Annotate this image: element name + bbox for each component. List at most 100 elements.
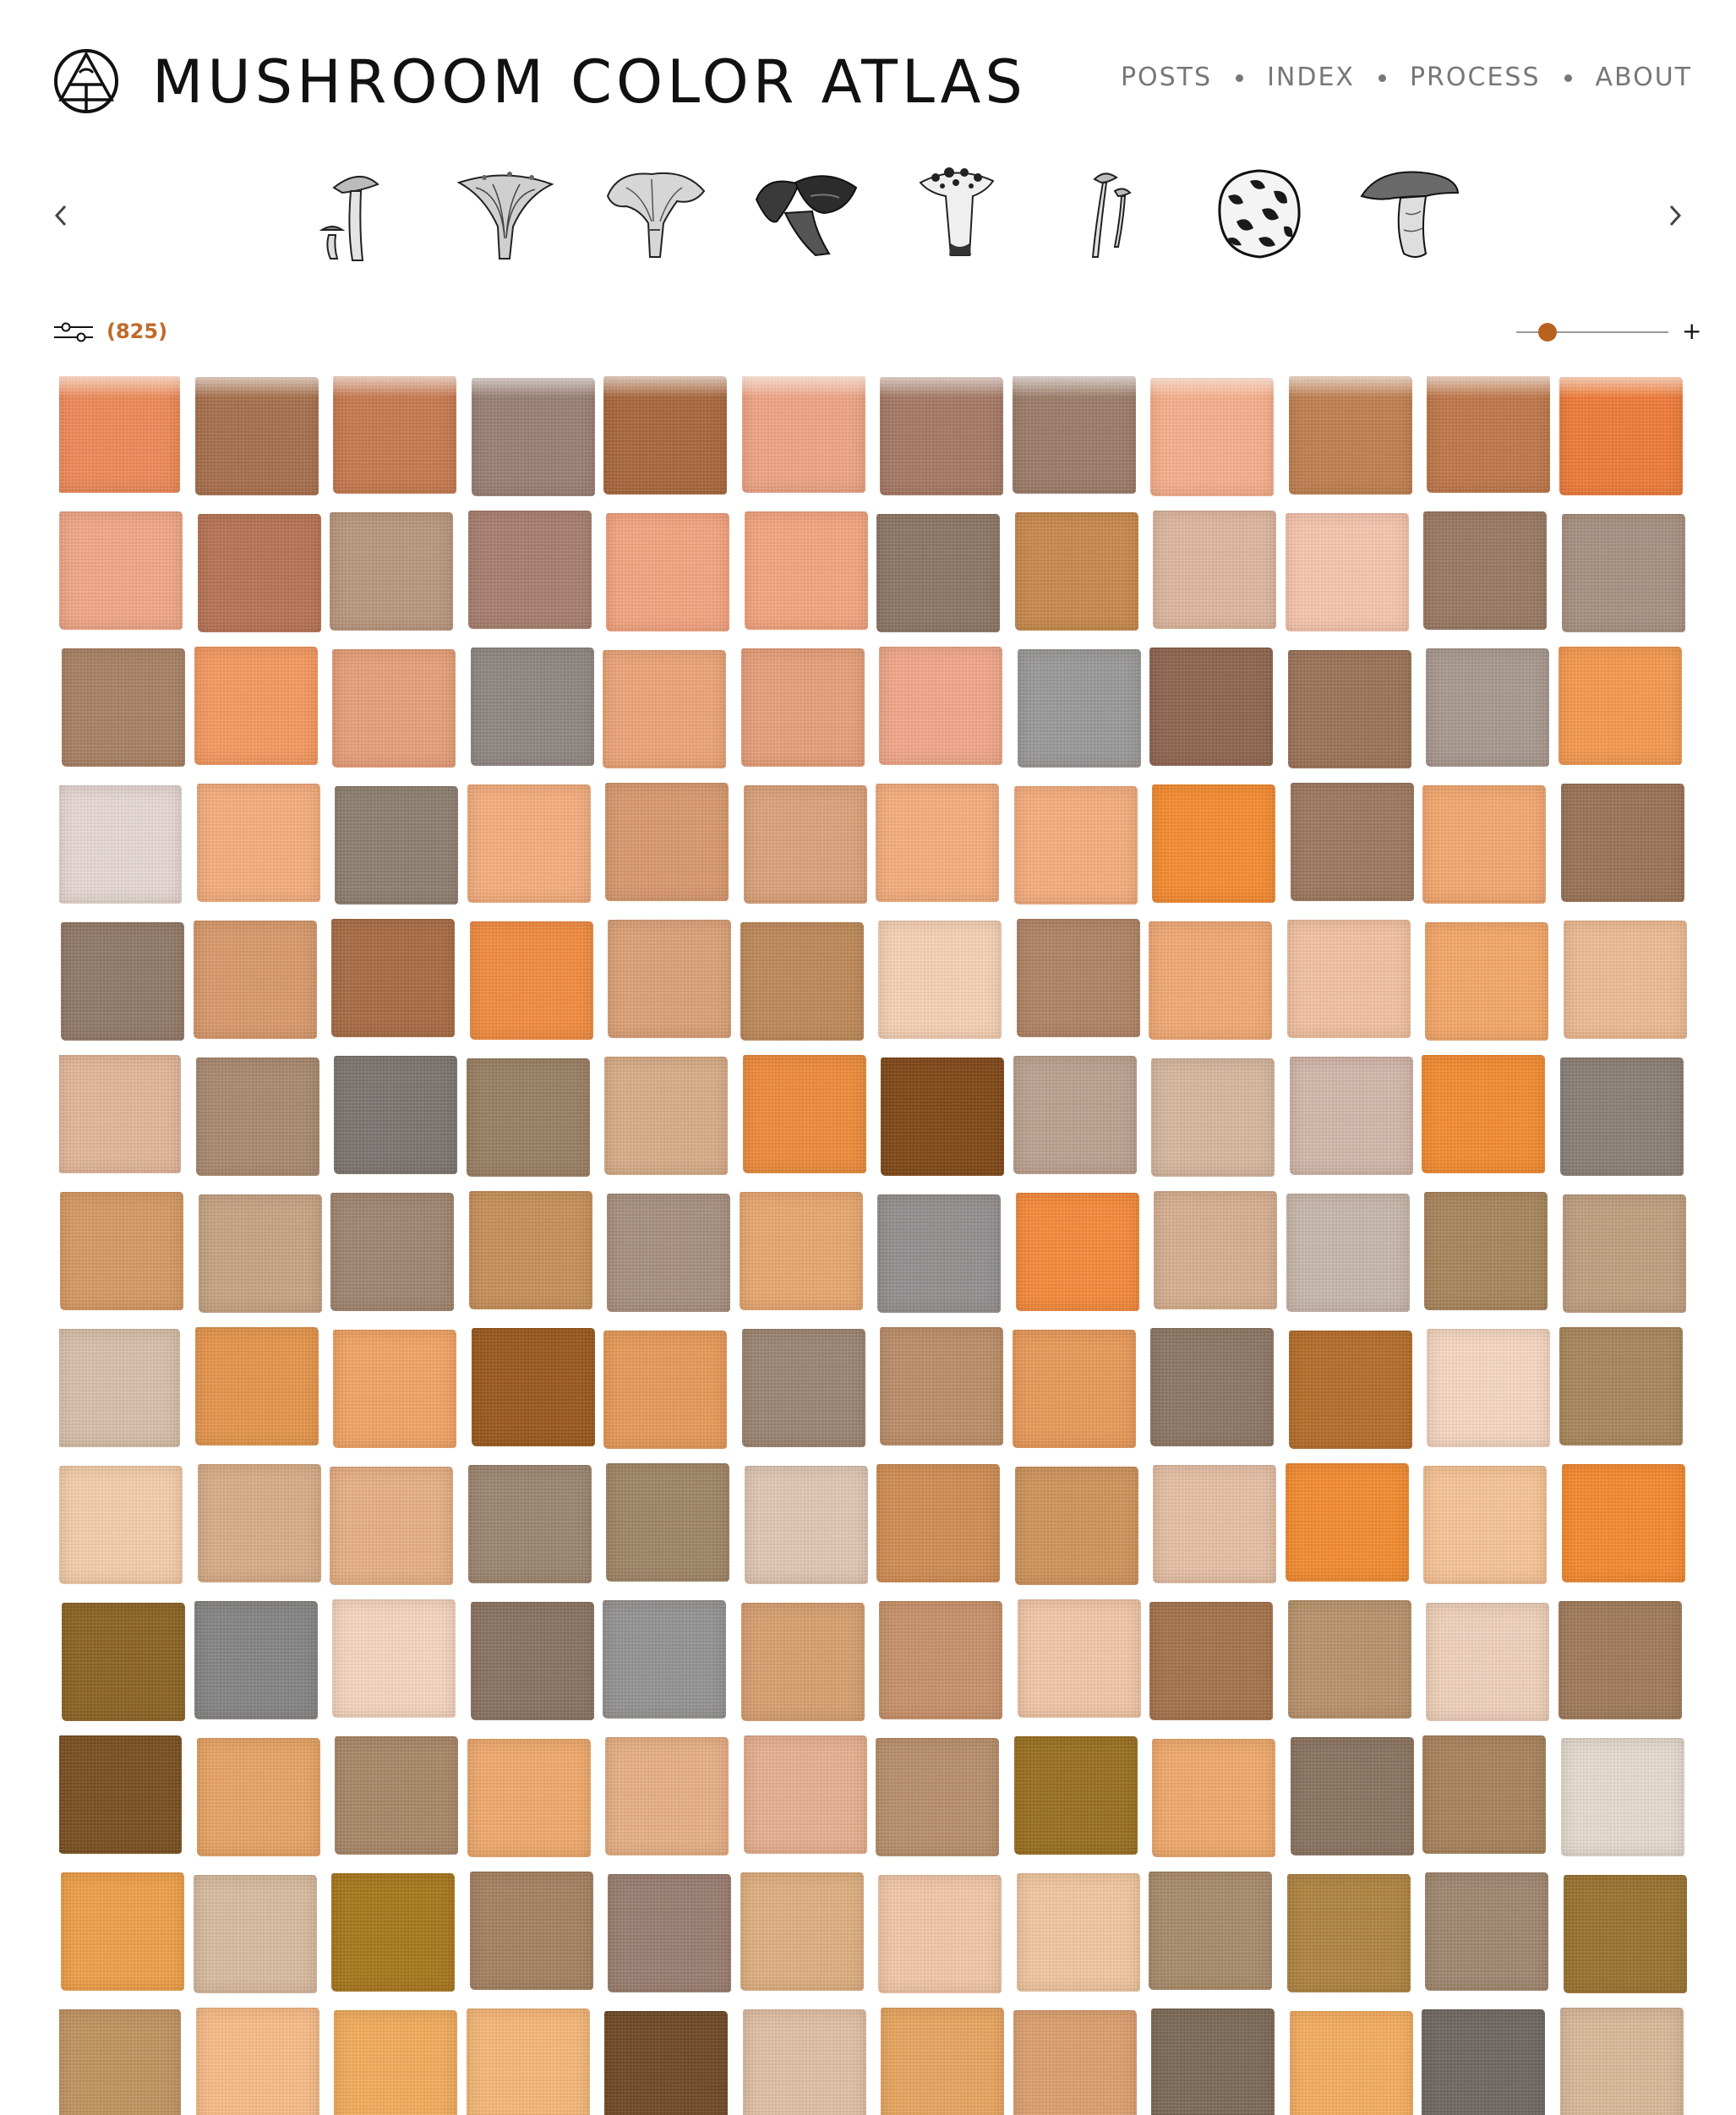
color-swatch[interactable]: [740, 1872, 864, 1991]
zoom-slider-thumb[interactable]: [1538, 323, 1557, 342]
nav-posts[interactable]: POSTS: [1120, 63, 1213, 92]
color-swatch[interactable]: [740, 648, 865, 767]
color-swatch[interactable]: [1289, 1057, 1413, 1175]
color-swatch[interactable]: [1285, 513, 1409, 631]
nav-about[interactable]: ABOUT: [1595, 63, 1692, 92]
color-swatch[interactable]: [603, 1331, 727, 1449]
color-swatch[interactable]: [1426, 648, 1549, 767]
zoom-slider-track[interactable]: [1516, 331, 1668, 333]
color-swatch[interactable]: [60, 1192, 183, 1310]
color-swatch[interactable]: [606, 1463, 729, 1582]
color-swatch[interactable]: [1561, 1464, 1685, 1582]
site-title[interactable]: MUSHROOM COLOR ATLAS: [152, 47, 1027, 117]
color-swatch[interactable]: [331, 1873, 455, 1992]
color-swatch[interactable]: [61, 1872, 184, 1991]
color-swatch[interactable]: [1426, 1603, 1549, 1721]
color-swatch[interactable]: [59, 2009, 181, 2115]
color-swatch[interactable]: [880, 1327, 1003, 1446]
color-swatch[interactable]: [1149, 1872, 1272, 1990]
color-swatch[interactable]: [1285, 1463, 1409, 1582]
zoom-slider[interactable]: [1511, 316, 1680, 347]
color-swatch[interactable]: [740, 1603, 865, 1721]
color-swatch[interactable]: [62, 1603, 185, 1721]
color-swatch[interactable]: [881, 1058, 1004, 1176]
color-swatch[interactable]: [1014, 1467, 1138, 1585]
color-swatch[interactable]: [876, 784, 999, 902]
color-swatch[interactable]: [470, 1602, 594, 1720]
color-swatch[interactable]: [741, 376, 865, 493]
color-swatch[interactable]: [466, 1058, 590, 1177]
color-swatch[interactable]: [194, 1601, 318, 1719]
carousel-next-button[interactable]: [1658, 194, 1692, 237]
color-swatch[interactable]: [469, 921, 593, 1040]
color-swatch[interactable]: [1290, 1737, 1414, 1855]
color-swatch[interactable]: [1017, 649, 1141, 768]
color-swatch[interactable]: [331, 919, 455, 1037]
color-swatch[interactable]: [1290, 783, 1414, 901]
thin-stem-mushroom-illustration-icon[interactable]: [1052, 162, 1162, 269]
bolete-illustration-icon[interactable]: [1353, 162, 1463, 269]
color-swatch[interactable]: [1427, 1329, 1550, 1447]
color-swatch[interactable]: [466, 2008, 590, 2115]
color-swatch[interactable]: [467, 784, 591, 903]
puffball-illustration-icon[interactable]: [1203, 162, 1313, 269]
color-swatch[interactable]: [1559, 377, 1683, 495]
color-swatch[interactable]: [194, 1327, 319, 1446]
color-swatch[interactable]: [197, 514, 321, 632]
color-swatch[interactable]: [194, 377, 319, 495]
color-swatch[interactable]: [332, 649, 456, 768]
color-swatch[interactable]: [1151, 2008, 1275, 2115]
color-swatch[interactable]: [1286, 920, 1411, 1038]
color-swatch[interactable]: [1149, 921, 1272, 1040]
color-swatch[interactable]: [1153, 511, 1276, 629]
color-swatch[interactable]: [1152, 784, 1275, 903]
color-swatch[interactable]: [333, 1330, 456, 1448]
color-swatch[interactable]: [1149, 1602, 1273, 1720]
color-swatch[interactable]: [1560, 784, 1684, 902]
color-swatch[interactable]: [470, 648, 594, 766]
color-swatch[interactable]: [59, 785, 182, 904]
color-swatch[interactable]: [198, 1194, 322, 1313]
color-swatch[interactable]: [603, 650, 726, 768]
color-swatch[interactable]: [1288, 376, 1412, 495]
nav-index[interactable]: INDEX: [1267, 63, 1355, 92]
slender-mushroom-illustration-icon[interactable]: [300, 162, 410, 269]
color-swatch[interactable]: [193, 1875, 317, 1993]
color-swatch[interactable]: [605, 1737, 729, 1855]
color-swatch[interactable]: [195, 2008, 319, 2115]
color-swatch[interactable]: [197, 1464, 321, 1582]
color-swatch[interactable]: [1286, 1194, 1410, 1312]
color-swatch[interactable]: [1288, 1331, 1412, 1449]
color-swatch[interactable]: [333, 376, 456, 494]
color-swatch[interactable]: [877, 1194, 1001, 1313]
color-swatch[interactable]: [196, 1738, 320, 1856]
zoom-in-button[interactable]: +: [1682, 317, 1702, 345]
color-swatch[interactable]: [1558, 1601, 1682, 1719]
color-swatch[interactable]: [1422, 1055, 1545, 1173]
color-swatch[interactable]: [62, 648, 185, 767]
color-swatch[interactable]: [59, 376, 180, 493]
color-swatch[interactable]: [330, 512, 453, 631]
color-swatch[interactable]: [195, 1058, 319, 1176]
color-swatch[interactable]: [1563, 1875, 1687, 1993]
color-swatch[interactable]: [1287, 650, 1411, 768]
color-swatch[interactable]: [1013, 786, 1138, 904]
color-swatch[interactable]: [1014, 512, 1138, 631]
color-swatch[interactable]: [603, 1600, 726, 1719]
color-swatch[interactable]: [1149, 648, 1273, 766]
color-swatch[interactable]: [742, 2009, 866, 2115]
filter-sliders-icon[interactable]: [52, 320, 95, 345]
color-swatch[interactable]: [876, 1738, 999, 1856]
color-swatch[interactable]: [605, 783, 729, 901]
color-swatch[interactable]: [467, 511, 592, 629]
spotted-cap-mushroom-illustration-icon[interactable]: [902, 162, 1012, 269]
color-swatch[interactable]: [1154, 1191, 1277, 1309]
color-swatch[interactable]: [1427, 376, 1550, 493]
color-swatch[interactable]: [1287, 1600, 1411, 1719]
color-swatch[interactable]: [59, 1466, 183, 1584]
color-swatch[interactable]: [193, 921, 317, 1039]
color-swatch[interactable]: [743, 1735, 867, 1854]
color-swatch[interactable]: [334, 2010, 457, 2115]
color-swatch[interactable]: [881, 2008, 1004, 2115]
color-swatch[interactable]: [608, 1874, 731, 1992]
